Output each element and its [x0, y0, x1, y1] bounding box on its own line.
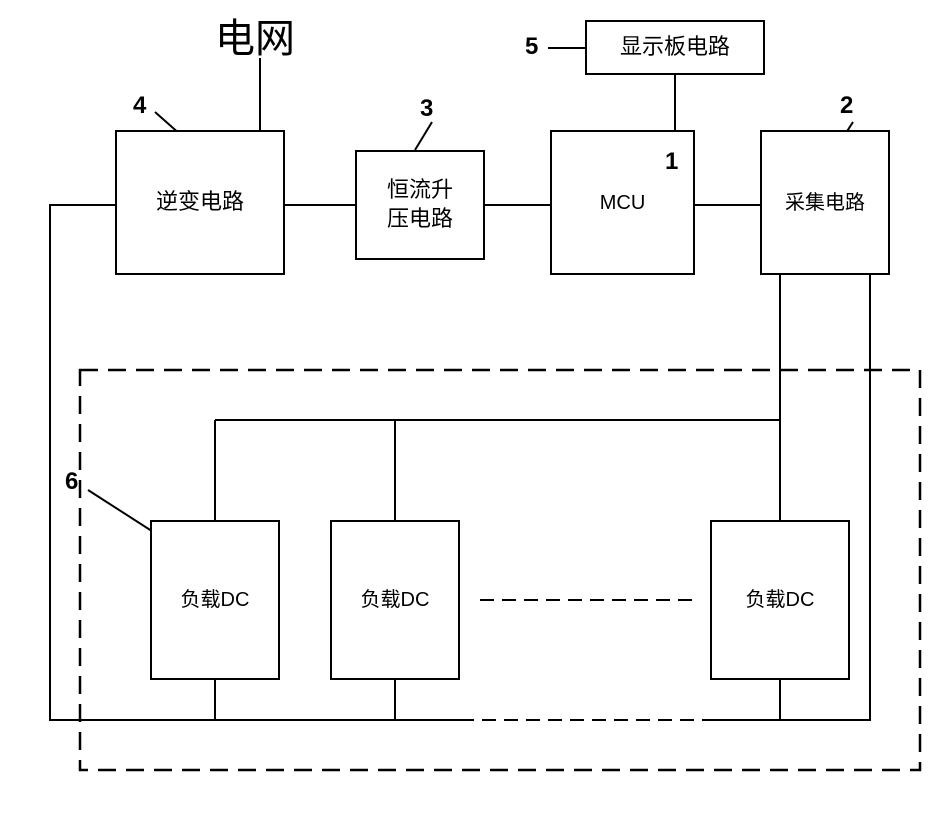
- dc-bottom-rail: [150, 680, 850, 720]
- node-inverter-label: 逆变电路: [156, 188, 244, 217]
- num-6: 6: [65, 468, 78, 496]
- node-inverter: 逆变电路: [115, 130, 285, 275]
- node-dc2: 负载DC: [330, 520, 460, 680]
- node-acq: 采集电路: [760, 130, 890, 275]
- node-boost-label: 恒流升 压电路: [387, 176, 453, 233]
- num-4: 4: [133, 92, 146, 120]
- grid-title: 电网: [215, 6, 295, 64]
- node-dc1-label: 负载DC: [181, 588, 250, 612]
- node-mcu-label: MCU: [600, 191, 646, 215]
- dc-top-rail: [215, 420, 780, 520]
- node-dc3-label: 负载DC: [746, 588, 815, 612]
- diagram-svg: [0, 0, 951, 822]
- num-1: 1: [665, 148, 678, 176]
- edges: [88, 48, 853, 535]
- diagram-canvas: 电网 5 显示板电路 逆变电路 4 恒流升 压电路 3 MCU 1 采集电路 2…: [0, 0, 951, 822]
- node-display-label: 显示板电路: [620, 33, 730, 62]
- node-dc2-label: 负载DC: [361, 588, 430, 612]
- node-display: 显示板电路: [585, 20, 765, 75]
- num-5: 5: [525, 33, 538, 61]
- num-3: 3: [420, 95, 433, 123]
- node-dc1: 负载DC: [150, 520, 280, 680]
- num-2: 2: [840, 92, 853, 120]
- node-acq-label: 采集电路: [785, 191, 865, 215]
- node-boost: 恒流升 压电路: [355, 150, 485, 260]
- node-dc3: 负载DC: [710, 520, 850, 680]
